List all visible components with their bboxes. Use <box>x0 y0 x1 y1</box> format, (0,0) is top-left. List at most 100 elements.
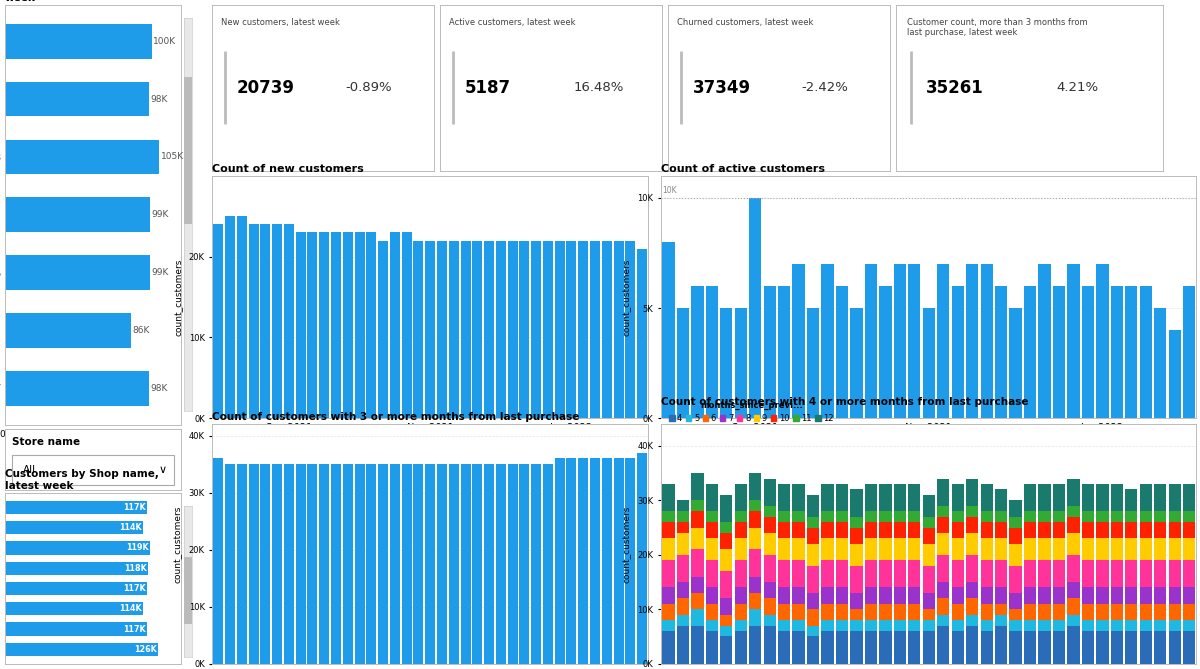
Bar <box>542 464 553 664</box>
Text: Customers by months
since last purchase, latest
week: Customers by months since last purchase,… <box>5 0 160 3</box>
Bar <box>1111 603 1123 620</box>
Bar <box>1009 308 1021 418</box>
Bar <box>378 464 388 664</box>
Bar <box>806 626 820 636</box>
Bar <box>720 571 732 598</box>
Bar <box>662 631 674 664</box>
Bar <box>734 484 746 511</box>
Bar <box>1140 484 1152 511</box>
Bar <box>1140 603 1152 620</box>
Bar <box>806 636 820 664</box>
Bar <box>1183 560 1195 587</box>
Bar <box>1009 500 1021 516</box>
Bar <box>995 490 1007 511</box>
Bar <box>354 232 365 418</box>
Text: Churned customers, latest week: Churned customers, latest week <box>677 18 814 27</box>
Bar <box>662 603 674 620</box>
Bar <box>1111 286 1123 418</box>
Bar <box>1024 631 1037 664</box>
Bar <box>1067 582 1080 598</box>
Text: Customer count, more than 3 months from
last purchase, latest week: Customer count, more than 3 months from … <box>907 18 1087 37</box>
Bar <box>1154 511 1166 522</box>
Bar <box>1038 522 1051 539</box>
Y-axis label: count_customers: count_customers <box>174 258 184 336</box>
Bar <box>1183 484 1195 511</box>
Bar <box>1126 603 1138 620</box>
Bar <box>590 241 600 418</box>
Bar <box>734 620 746 631</box>
Bar <box>980 522 992 539</box>
Bar <box>952 560 964 587</box>
Bar <box>449 464 458 664</box>
Bar <box>425 241 436 418</box>
Bar <box>806 593 820 609</box>
Bar <box>295 232 306 418</box>
Bar <box>980 560 992 587</box>
Bar <box>792 620 805 631</box>
Text: 105K: 105K <box>161 153 184 161</box>
Bar <box>520 464 529 664</box>
Bar <box>1067 626 1080 664</box>
Bar <box>691 577 703 593</box>
Text: 118K: 118K <box>125 564 148 573</box>
Bar <box>284 464 294 664</box>
Bar <box>778 560 791 587</box>
Bar <box>734 560 746 587</box>
Bar <box>1081 484 1094 511</box>
Bar <box>677 626 689 664</box>
Bar <box>966 615 978 626</box>
Bar <box>865 539 877 560</box>
Text: Count of active customers: Count of active customers <box>661 164 826 174</box>
Bar <box>677 500 689 511</box>
Bar <box>836 484 848 511</box>
Bar <box>720 549 732 571</box>
Bar <box>806 516 820 528</box>
Bar <box>1111 587 1123 603</box>
Bar <box>894 560 906 587</box>
Bar <box>966 598 978 615</box>
Bar <box>691 549 703 577</box>
Bar <box>1067 516 1080 533</box>
Bar <box>952 286 964 418</box>
Text: Count of new customers: Count of new customers <box>212 164 364 174</box>
Bar <box>980 587 992 603</box>
Bar <box>778 620 791 631</box>
Bar <box>980 511 992 522</box>
Bar <box>836 522 848 539</box>
Bar <box>691 500 703 511</box>
Bar <box>836 511 848 522</box>
Bar <box>966 506 978 516</box>
Bar <box>1154 308 1166 418</box>
Bar <box>1038 631 1051 664</box>
Bar <box>966 516 978 533</box>
Bar <box>880 560 892 587</box>
Bar <box>908 587 920 603</box>
Bar <box>307 232 318 418</box>
Bar <box>1024 603 1037 620</box>
Bar <box>677 555 689 582</box>
Bar <box>836 560 848 587</box>
Bar <box>1111 484 1123 511</box>
Bar <box>894 539 906 560</box>
Bar <box>1111 620 1123 631</box>
Bar <box>691 593 703 609</box>
Bar <box>720 636 732 664</box>
Bar <box>923 593 935 609</box>
Bar <box>995 603 1007 615</box>
Bar <box>1169 330 1181 418</box>
Bar <box>706 631 718 664</box>
Bar <box>937 598 949 615</box>
Bar <box>706 539 718 560</box>
Bar <box>995 626 1007 664</box>
Bar <box>880 539 892 560</box>
Bar <box>691 626 703 664</box>
Bar <box>601 241 612 418</box>
Bar <box>5 140 160 174</box>
Bar <box>851 528 863 544</box>
Text: 99K: 99K <box>151 268 169 277</box>
Bar <box>937 533 949 555</box>
Text: 5187: 5187 <box>464 79 511 96</box>
Bar <box>894 603 906 620</box>
Bar <box>720 495 732 522</box>
Bar <box>691 528 703 549</box>
